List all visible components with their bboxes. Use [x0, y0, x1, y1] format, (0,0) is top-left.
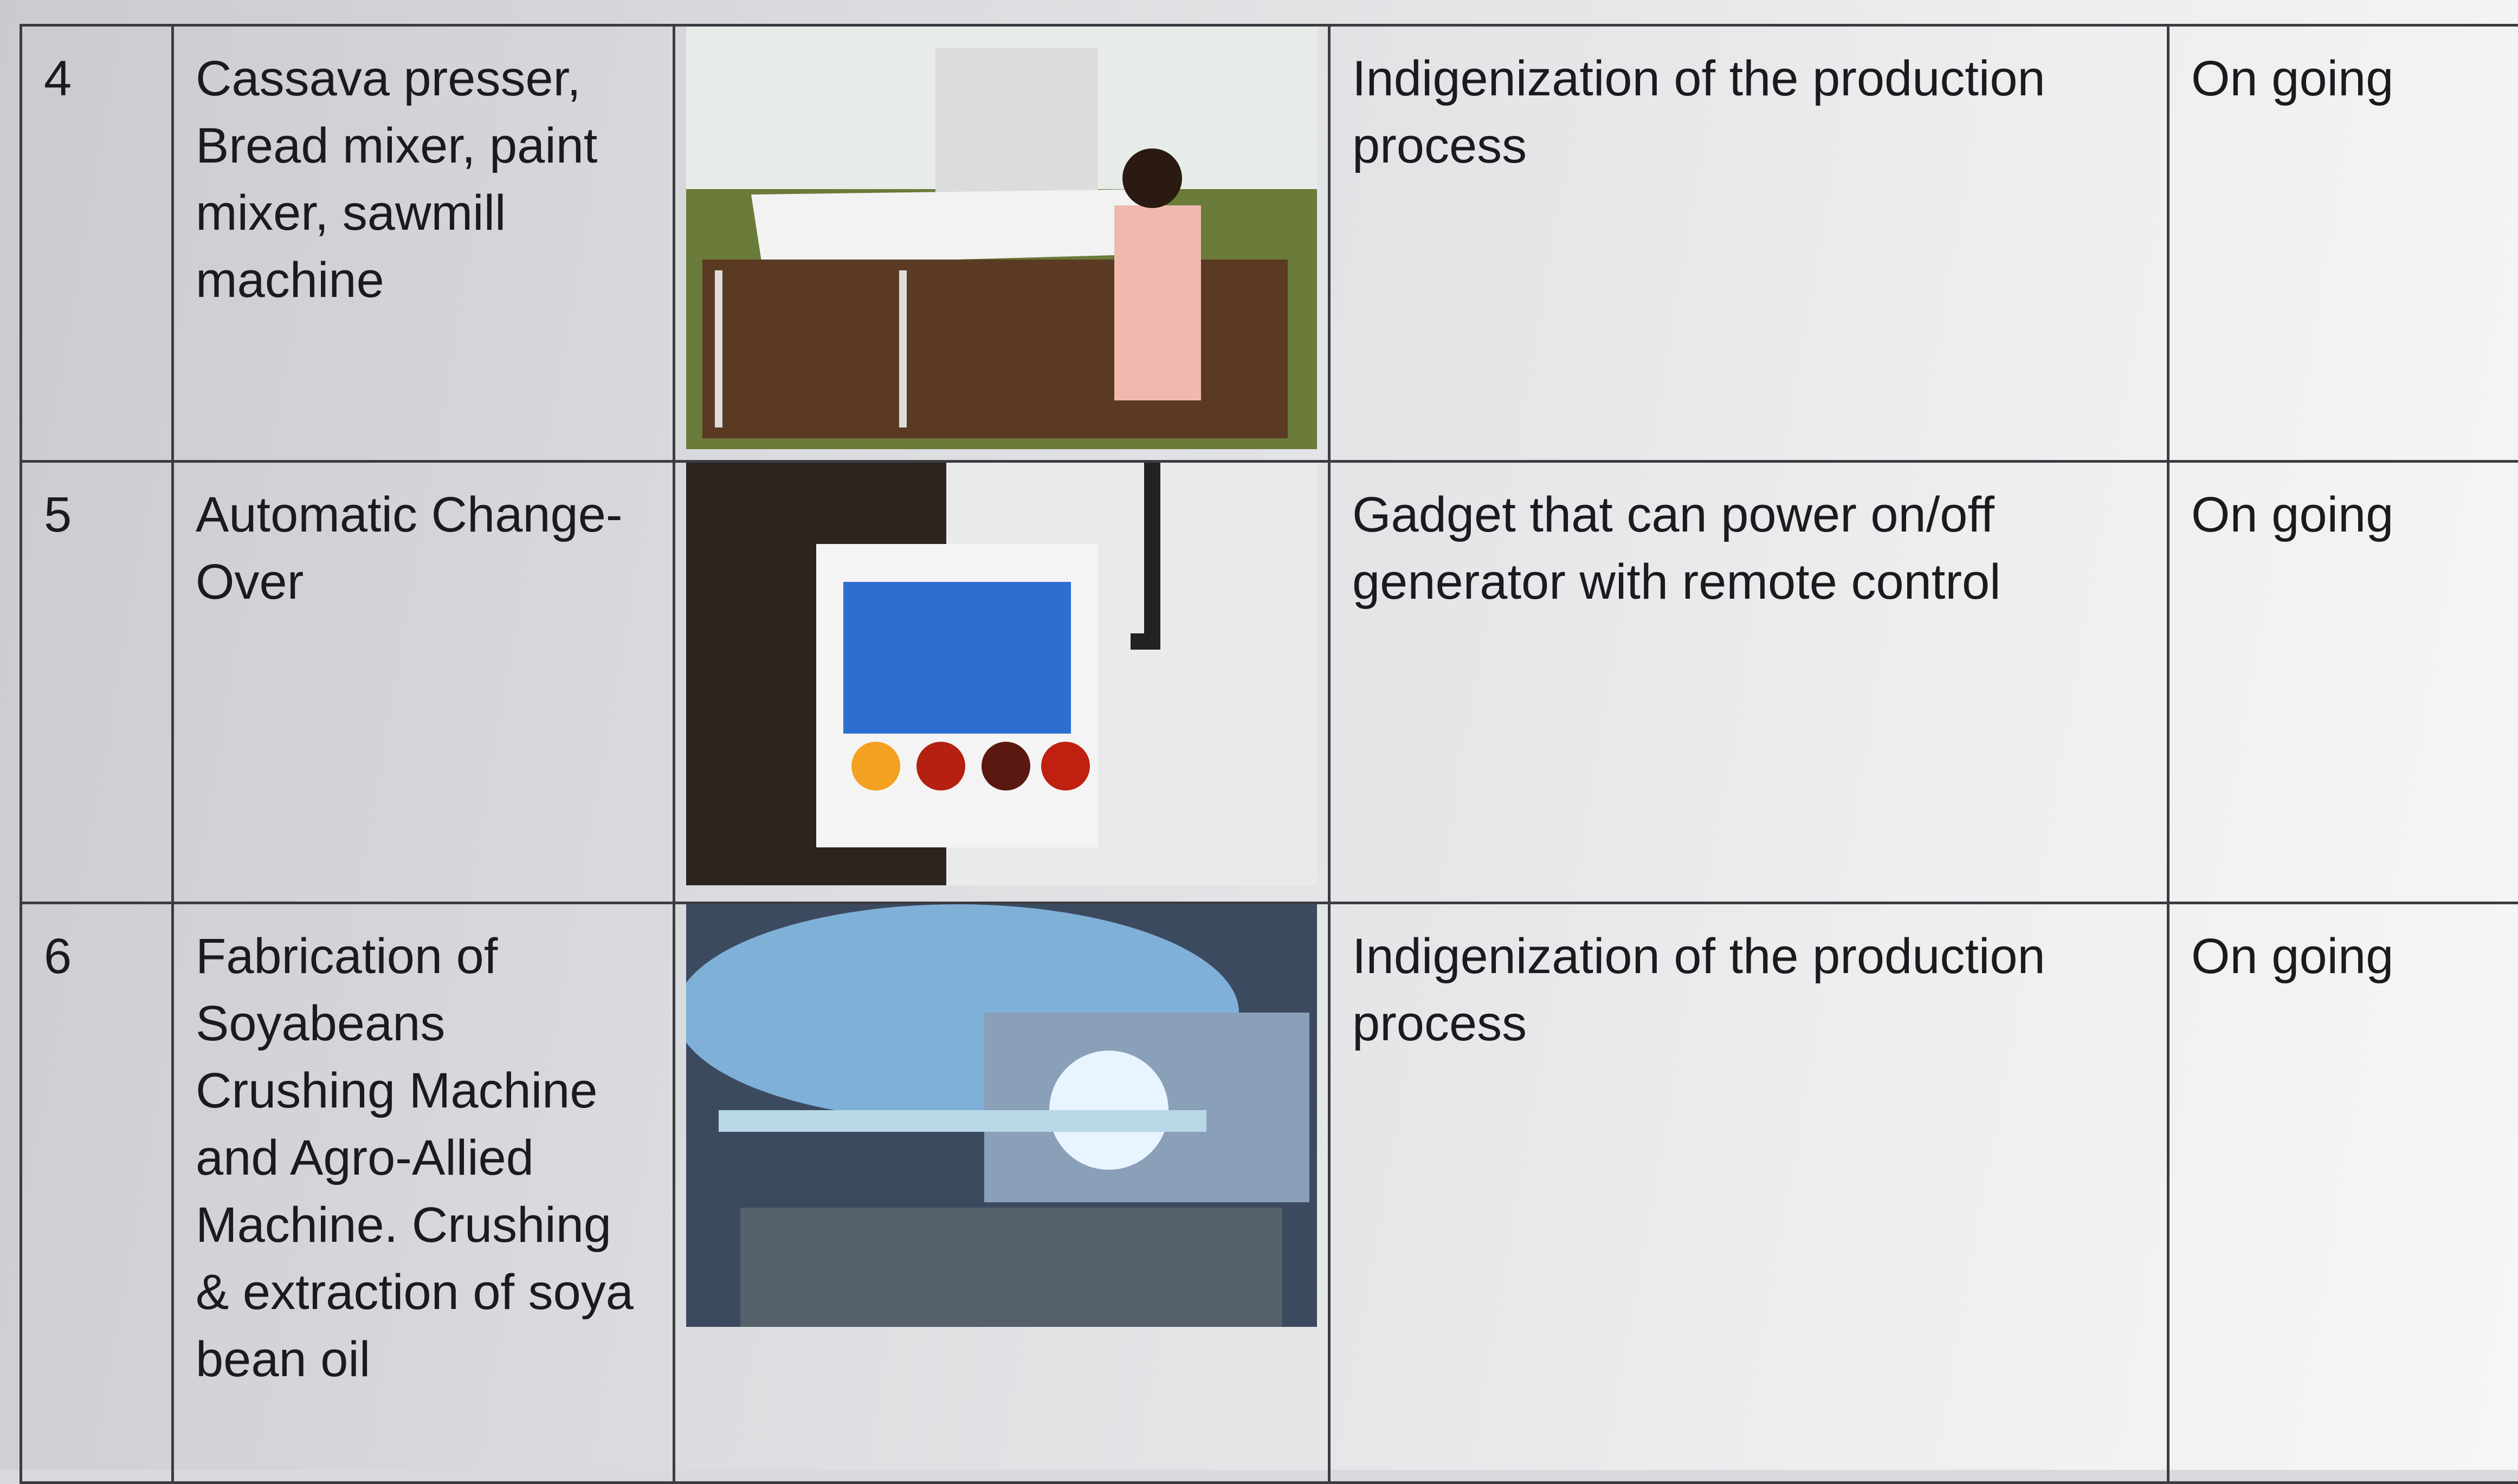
item-name: Cassava presser, Bread mixer, paint mixe…	[173, 25, 674, 462]
item-number: 6	[21, 903, 173, 1483]
status: On going	[2168, 25, 2518, 462]
photo	[686, 463, 1317, 885]
item-number: 5	[21, 462, 173, 903]
photo	[686, 27, 1317, 449]
photo	[686, 904, 1317, 1327]
description: Indigenization of the production process	[1329, 25, 2168, 462]
item-name: Fabrication of Soyabeans Crushing Machin…	[173, 903, 674, 1483]
description: Gadget that can power on/off generator w…	[1329, 462, 2168, 903]
description: Indigenization of the production process	[1329, 903, 2168, 1483]
photo-cell	[674, 462, 1329, 903]
item-name: Automatic Change-Over	[173, 462, 674, 903]
status: On going	[2168, 903, 2518, 1483]
photo-cell	[674, 903, 1329, 1483]
item-number: 4	[21, 25, 173, 462]
photo-cell	[674, 25, 1329, 462]
status: On going	[2168, 462, 2518, 903]
